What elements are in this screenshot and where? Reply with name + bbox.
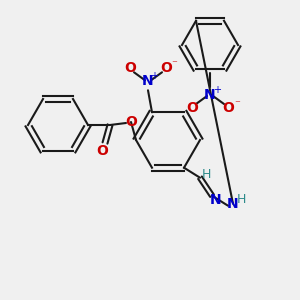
Text: +: +	[213, 85, 221, 95]
Text: O: O	[96, 144, 108, 158]
Text: O: O	[160, 61, 172, 75]
Text: O: O	[186, 101, 198, 115]
Text: ⁻: ⁻	[171, 59, 177, 69]
Text: O: O	[125, 115, 137, 129]
Text: O: O	[124, 61, 136, 75]
Text: H: H	[201, 168, 211, 181]
Text: H: H	[236, 193, 246, 206]
Text: N: N	[210, 193, 222, 207]
Text: N: N	[204, 88, 216, 102]
Text: O: O	[222, 101, 234, 115]
Text: +: +	[150, 71, 158, 81]
Text: ⁻: ⁻	[234, 99, 240, 109]
Text: N: N	[142, 74, 154, 88]
Text: N: N	[227, 197, 239, 211]
